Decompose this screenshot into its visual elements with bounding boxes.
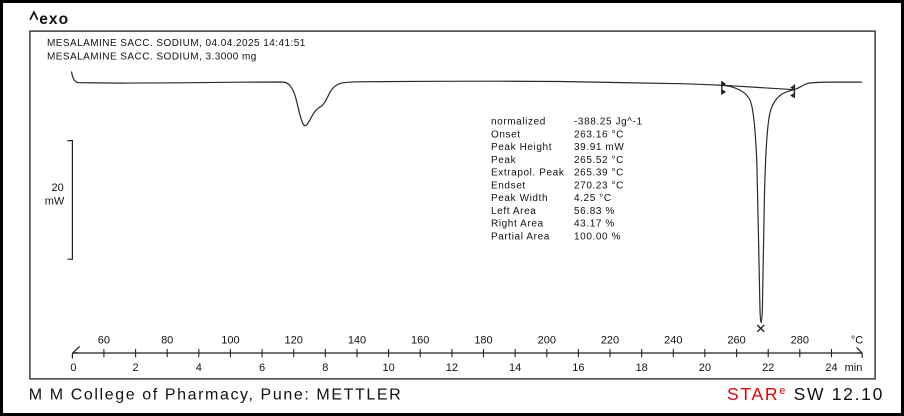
svg-text:180: 180 <box>474 335 492 347</box>
svg-text:265.39 °C: 265.39 °C <box>574 168 624 179</box>
svg-text:14: 14 <box>509 362 521 374</box>
svg-text:6: 6 <box>259 362 265 374</box>
svg-text:120: 120 <box>285 335 303 347</box>
svg-text:Peak Height: Peak Height <box>491 142 552 153</box>
svg-text:39.91 mW: 39.91 mW <box>574 142 624 153</box>
svg-text:160: 160 <box>411 335 429 347</box>
svg-text:normalized: normalized <box>491 117 546 128</box>
svg-text:43.17 %: 43.17 % <box>574 219 615 230</box>
svg-text:8: 8 <box>322 362 328 374</box>
svg-text:140: 140 <box>348 335 366 347</box>
svg-text:240: 240 <box>664 335 682 347</box>
svg-text:Partial Area: Partial Area <box>491 232 550 243</box>
svg-text:mW: mW <box>45 195 65 207</box>
svg-text:min: min <box>845 362 863 374</box>
svg-text:STARe SW 12.10: STARe SW 12.10 <box>727 384 884 404</box>
svg-text:265.52 °C: 265.52 °C <box>574 155 624 166</box>
svg-text:200: 200 <box>538 335 556 347</box>
svg-text:16: 16 <box>572 362 584 374</box>
svg-text:°C: °C <box>851 335 863 347</box>
svg-text:260: 260 <box>727 335 745 347</box>
svg-text:exo: exo <box>39 11 69 28</box>
svg-text:12: 12 <box>446 362 458 374</box>
svg-text:100.00 %: 100.00 % <box>574 232 621 243</box>
svg-text:280: 280 <box>791 335 809 347</box>
svg-text:Extrapol. Peak: Extrapol. Peak <box>491 168 565 179</box>
svg-text:Right Area: Right Area <box>491 219 544 230</box>
svg-text:60: 60 <box>98 335 110 347</box>
svg-text:220: 220 <box>601 335 619 347</box>
svg-text:10: 10 <box>382 362 394 374</box>
svg-text:Peak: Peak <box>491 155 517 166</box>
svg-text:Left Area: Left Area <box>491 206 536 217</box>
svg-text:Peak Width: Peak Width <box>491 193 548 204</box>
svg-text:2: 2 <box>133 362 139 374</box>
svg-text:24: 24 <box>825 362 837 374</box>
svg-text:18: 18 <box>636 362 648 374</box>
svg-text:4: 4 <box>196 362 202 374</box>
svg-text:20: 20 <box>699 362 711 374</box>
svg-text:MESALAMINE SACC. SODIUM, 04.04: MESALAMINE SACC. SODIUM, 04.04.2025 14:4… <box>47 38 306 49</box>
svg-text:270.23 °C: 270.23 °C <box>574 181 624 192</box>
svg-text:263.16 °C: 263.16 °C <box>574 130 624 141</box>
svg-text:100: 100 <box>221 335 239 347</box>
svg-text:MESALAMINE SACC. SODIUM, 3.300: MESALAMINE SACC. SODIUM, 3.3000 mg <box>47 52 257 63</box>
svg-text:4.25 °C: 4.25 °C <box>574 193 612 204</box>
svg-text:Endset: Endset <box>491 181 526 192</box>
svg-text:20: 20 <box>52 182 64 194</box>
svg-text:22: 22 <box>762 362 774 374</box>
svg-text:Onset: Onset <box>491 130 521 141</box>
svg-text:56.83 %: 56.83 % <box>574 206 615 217</box>
svg-text:80: 80 <box>161 335 173 347</box>
svg-text:M M College of Pharmacy, Pune:: M M College of Pharmacy, Pune: METTLER <box>29 387 403 404</box>
svg-text:0: 0 <box>70 362 76 374</box>
svg-text:-388.25 Jg^-1: -388.25 Jg^-1 <box>574 117 643 128</box>
